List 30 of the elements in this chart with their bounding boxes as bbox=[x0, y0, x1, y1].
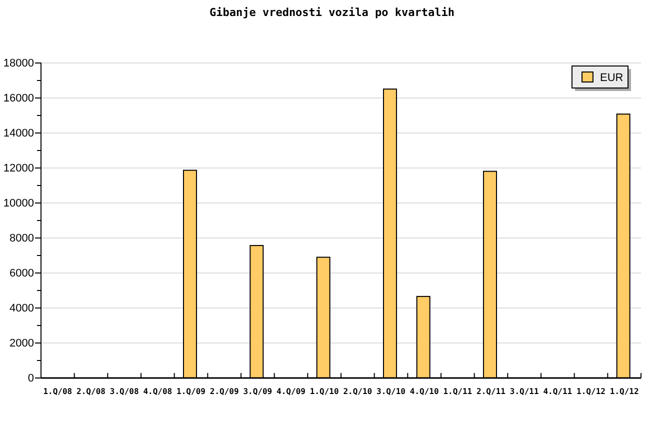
x-tick-label: 1.Q/08 bbox=[43, 387, 72, 396]
y-tick-label: 10000 bbox=[3, 198, 34, 210]
x-tick-label: 2.Q/08 bbox=[76, 387, 106, 396]
y-tick-label: 18000 bbox=[3, 58, 34, 70]
x-tick-label: 1.Q/12 bbox=[610, 387, 639, 396]
y-tick-label: 4000 bbox=[10, 302, 34, 315]
x-tick-label: 3.Q/10 bbox=[376, 387, 406, 396]
x-tick-label: 2.Q/10 bbox=[343, 387, 372, 396]
x-tick-label: 2.Q/09 bbox=[210, 387, 239, 396]
y-tick-label: 8000 bbox=[10, 232, 34, 245]
x-tick-label: 4.Q/11 bbox=[543, 387, 572, 396]
y-tick-label: 14000 bbox=[3, 128, 34, 140]
x-tick-label: 1.Q/11 bbox=[443, 387, 472, 396]
x-tick-label: 3.Q/08 bbox=[110, 387, 139, 396]
legend-label: EUR bbox=[600, 72, 624, 84]
x-tick-label: 2.Q/11 bbox=[476, 387, 506, 396]
chart-title: Gibanje vrednosti vozila po kvartalih bbox=[209, 6, 455, 19]
x-tick-label: 1.Q/10 bbox=[310, 387, 339, 396]
x-tick-label: 4.Q/08 bbox=[143, 387, 172, 396]
y-tick-label: 6000 bbox=[10, 268, 34, 280]
x-tick-label: 1.Q/12 bbox=[576, 387, 606, 396]
y-tick-label: 16000 bbox=[3, 92, 34, 105]
x-tick-label: 4.Q/10 bbox=[410, 387, 439, 396]
x-tick-label: 3.Q/09 bbox=[243, 387, 272, 396]
y-tick-label: 12000 bbox=[3, 162, 34, 175]
x-tick-label: 3.Q/11 bbox=[510, 387, 539, 396]
x-tick-label: 4.Q/09 bbox=[276, 387, 306, 396]
x-tick-label: 1.Q/09 bbox=[176, 387, 206, 396]
y-tick-label: 0 bbox=[28, 372, 34, 385]
y-tick-label: 2000 bbox=[10, 338, 34, 350]
